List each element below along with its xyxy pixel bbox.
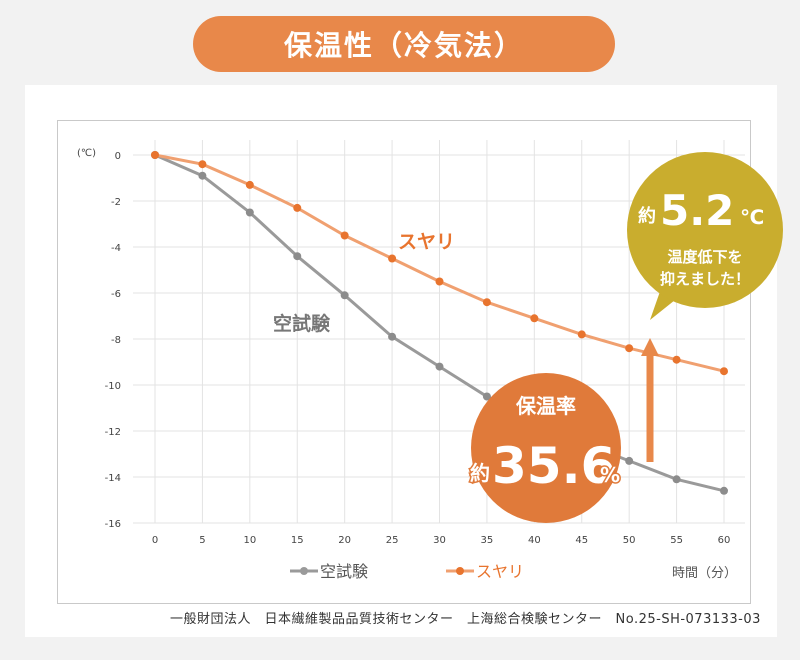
data-point-1 xyxy=(198,160,207,169)
data-point-0 xyxy=(340,291,349,300)
data-point-1 xyxy=(245,180,254,189)
data-point-1 xyxy=(340,231,349,240)
temp-unit: ℃ xyxy=(740,205,764,229)
x-tick-label: 45 xyxy=(575,535,588,546)
data-point-0 xyxy=(198,171,207,180)
data-point-0 xyxy=(245,208,254,217)
data-point-1 xyxy=(625,344,634,353)
rate-value: 35.6 xyxy=(492,437,615,495)
legend: 空試験 スヤリ 時間（分） xyxy=(290,562,737,581)
data-point-0 xyxy=(293,252,302,261)
y-tick-label: -8 xyxy=(111,335,121,346)
x-tick-label: 10 xyxy=(243,535,256,546)
data-point-1 xyxy=(720,367,728,376)
data-point-1 xyxy=(672,355,681,364)
rate-circle xyxy=(471,373,621,523)
grid-layer xyxy=(133,140,745,524)
y-tick-label: -14 xyxy=(105,473,121,484)
x-tick-label: 55 xyxy=(670,535,683,546)
x-tick-label: 40 xyxy=(528,535,541,546)
data-point-1 xyxy=(530,314,539,323)
series-label-suyari: スヤリ xyxy=(398,231,455,253)
data-point-1 xyxy=(293,203,302,212)
rate-unit: % xyxy=(600,463,620,487)
rate-prefix: 約 xyxy=(470,461,490,485)
x-tick-label: 15 xyxy=(291,535,304,546)
x-tick-label: 50 xyxy=(623,535,636,546)
data-point-0 xyxy=(672,475,681,484)
y-tick-label: -12 xyxy=(105,427,121,438)
temp-callout: 約 5.2 ℃ 温度低下を 抑えました！ xyxy=(627,152,783,320)
legend-marker-blank xyxy=(300,567,308,575)
x-tick-label: 35 xyxy=(481,535,494,546)
rate-callout: 保温率 約 35.6 % xyxy=(469,373,622,523)
data-point-0 xyxy=(625,456,634,465)
y-tick-label: -4 xyxy=(111,243,121,254)
x-tick-label: 0 xyxy=(152,535,158,546)
x-tick-label: 60 xyxy=(718,535,731,546)
footer-note: 一般財団法人 日本繊維製品品質技術センター 上海総合検験センター No.25-S… xyxy=(170,612,761,627)
data-point-1 xyxy=(151,151,159,159)
temp-value: 5.2 xyxy=(660,186,734,235)
data-point-0 xyxy=(482,392,491,401)
data-point-1 xyxy=(388,254,397,263)
legend-label-suyari: スヤリ xyxy=(476,562,524,581)
temp-line2: 抑えました！ xyxy=(660,270,750,288)
x-tick-label: 30 xyxy=(433,535,446,546)
rate-title: 保温率 xyxy=(515,394,576,418)
y-tick-label: -2 xyxy=(111,197,121,208)
x-tick-label: 5 xyxy=(199,535,205,546)
legend-label-blank: 空試験 xyxy=(320,562,368,581)
temp-line1: 温度低下を xyxy=(667,248,742,266)
temp-prefix: 約 xyxy=(638,205,656,227)
up-arrow-icon xyxy=(641,338,659,462)
series-label-blank: 空試験 xyxy=(273,312,331,335)
x-axis-label: 時間（分） xyxy=(672,566,737,581)
data-point-1 xyxy=(482,298,491,307)
temp-circle xyxy=(627,152,783,308)
y-tick-label: -10 xyxy=(105,381,121,392)
data-point-0 xyxy=(720,486,728,495)
data-point-0 xyxy=(388,332,397,341)
page-title: 保温性（冷気法） xyxy=(193,16,615,72)
x-tick-label: 20 xyxy=(338,535,351,546)
y-axis-unit-label: (℃) xyxy=(77,148,96,159)
x-tick-label: 25 xyxy=(386,535,399,546)
y-tick-label: -6 xyxy=(111,289,121,300)
legend-marker-suyari xyxy=(456,567,464,575)
data-point-1 xyxy=(435,277,444,286)
data-point-0 xyxy=(435,362,444,371)
axis-layer: 0 -2 -4 -6 -8 -10 -12 -14 -16 0 5 10 15 20 25 30 35 40 45 5… xyxy=(105,151,731,546)
data-point-1 xyxy=(577,330,586,339)
y-tick-label: -16 xyxy=(105,519,121,530)
y-tick-label: 0 xyxy=(115,151,121,162)
